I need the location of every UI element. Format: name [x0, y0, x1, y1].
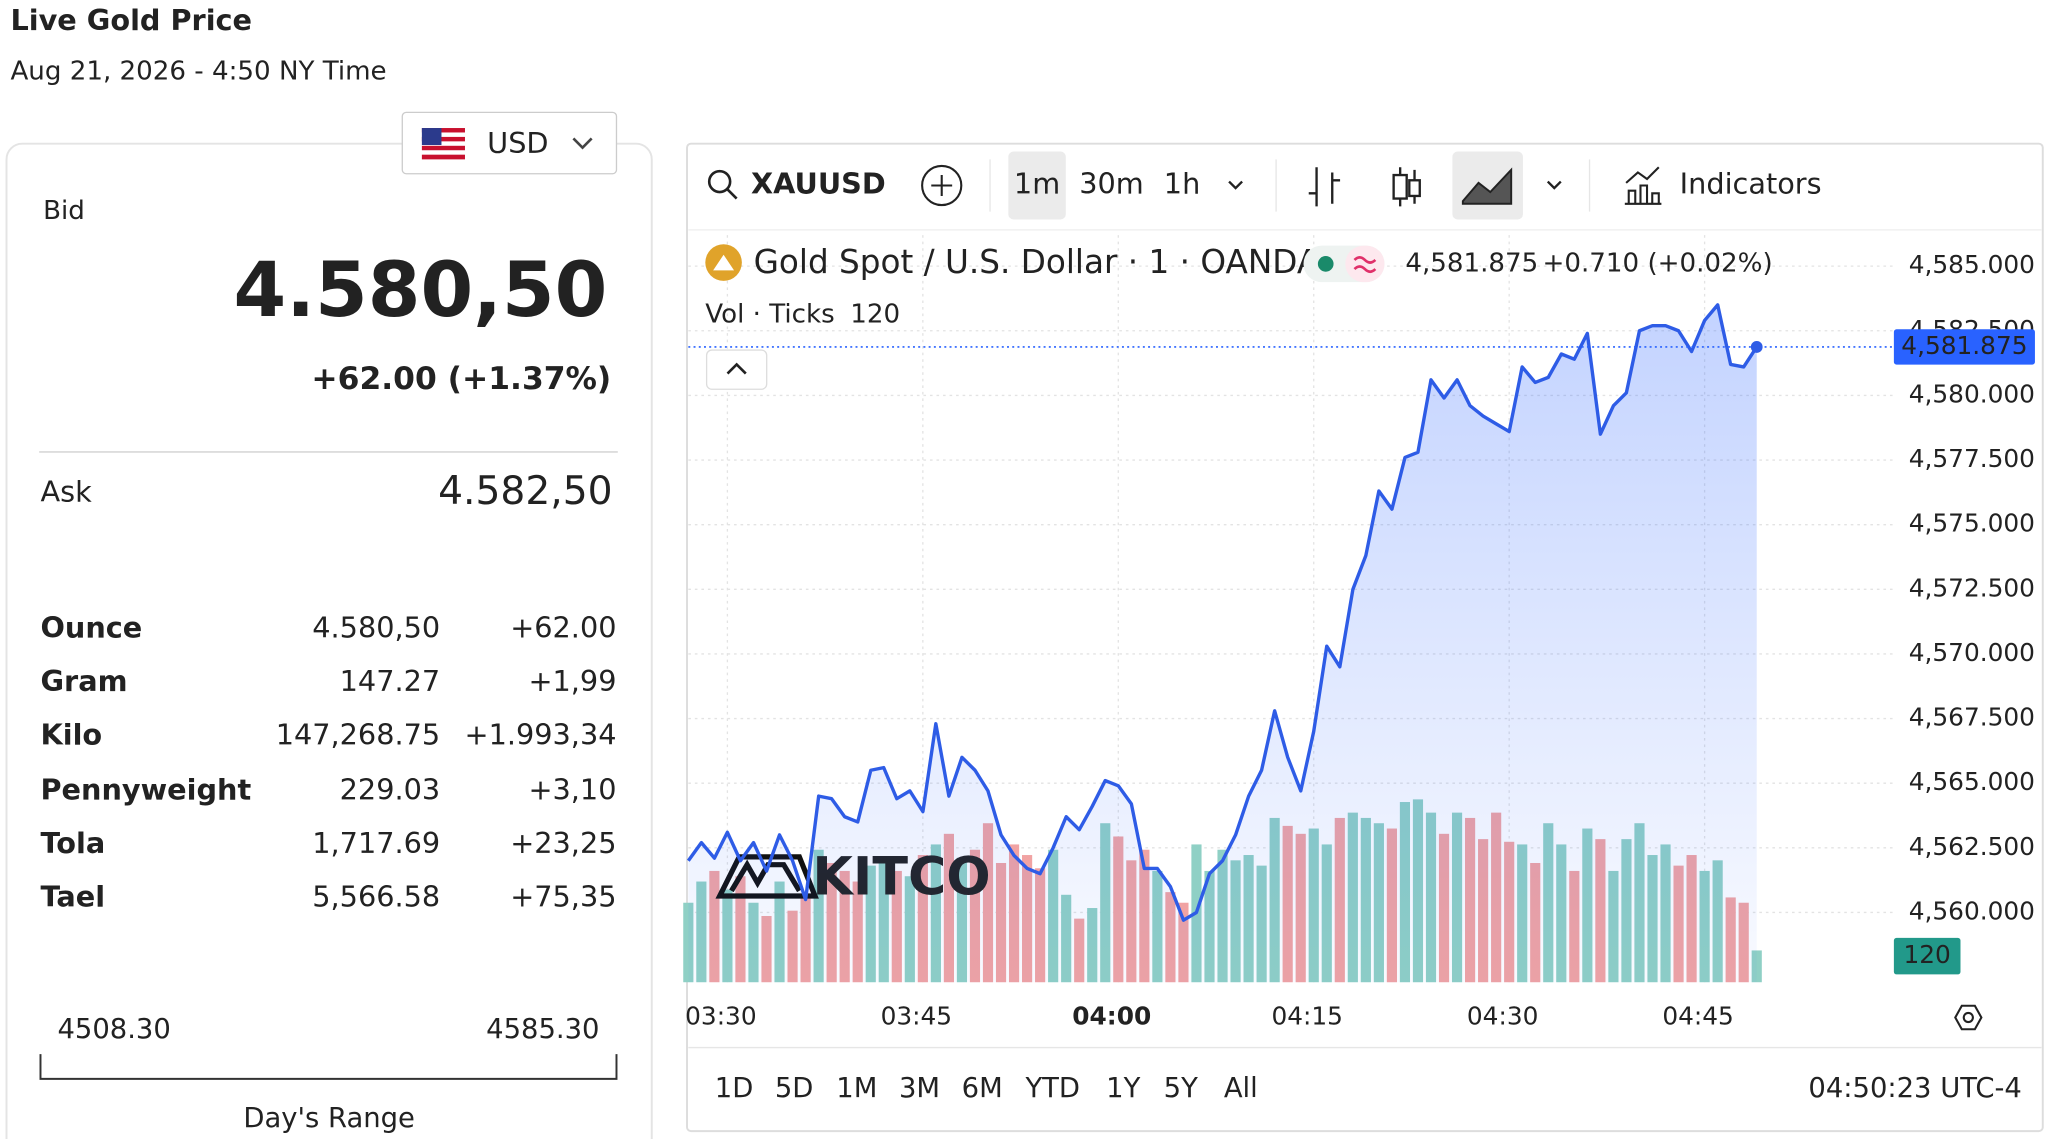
price-area: [688, 304, 1757, 983]
period-button[interactable]: 6M: [962, 1073, 1003, 1104]
interval[interactable]: 1h: [1164, 167, 1200, 201]
period-button[interactable]: 5Y: [1164, 1073, 1198, 1104]
price-badge: [1893, 329, 2035, 365]
period-button[interactable]: YTD: [1024, 1073, 1080, 1104]
unit-name: Pennyweight: [40, 773, 251, 807]
unit-price: 147.27: [340, 664, 441, 698]
interval-active[interactable]: [1008, 151, 1066, 220]
symbol[interactable]: XAUUSD: [751, 167, 886, 201]
ask-label: Ask: [40, 475, 92, 509]
symbol-logo-mark: [713, 254, 735, 271]
add-symbol[interactable]: [921, 164, 963, 207]
unit-name: Ounce: [40, 611, 142, 645]
clock: 04:50:23 UTC-4: [1808, 1073, 2021, 1104]
y-tick-label: 4,565.000: [1909, 767, 2035, 796]
volume-legend-value: 120: [850, 299, 900, 329]
ask-price: 4.582,50: [438, 469, 612, 514]
range-high: 4585.30: [486, 1014, 599, 1045]
y-tick-label: 4,567.500: [1909, 703, 2035, 732]
unit-change: +1,99: [528, 664, 616, 698]
us-flag: [421, 128, 465, 160]
indicators-button[interactable]: Indicators: [1680, 167, 1822, 201]
unit-change: +62.00: [510, 611, 616, 645]
x-tick-label: 03:45: [881, 1002, 952, 1031]
y-tick-label: 4,560.000: [1909, 896, 2035, 925]
unit-change: +75,35: [510, 880, 616, 914]
period-button[interactable]: 3M: [899, 1073, 940, 1104]
candle: [1408, 179, 1421, 198]
y-tick-label: 4,572.500: [1909, 573, 2035, 602]
period-button[interactable]: 5D: [775, 1073, 814, 1104]
x-tick-label: 04:45: [1662, 1002, 1733, 1031]
collapse-button[interactable]: [705, 349, 768, 390]
range-bracket: [39, 1054, 618, 1080]
x-tick-label: 04:15: [1271, 1002, 1342, 1031]
unit-price: 229.03: [340, 773, 441, 807]
y-tick-label: 4,580.000: [1909, 379, 2035, 408]
volume-badge-label: 120: [1904, 940, 1951, 969]
chevron[interactable]: [1228, 180, 1243, 190]
last-point: [1750, 341, 1763, 353]
status-pill: [1345, 245, 1385, 283]
unit-price: 147,268.75: [276, 718, 440, 752]
volume-label: Vol · Ticks: [705, 299, 834, 329]
page-title: Live Gold Price: [10, 3, 252, 37]
range-low: 4508.30: [57, 1014, 170, 1045]
delay-icon: [1353, 256, 1377, 274]
chevron-up: [726, 362, 747, 375]
y-tick-label: 4,577.500: [1909, 444, 2035, 473]
period-button[interactable]: 1D: [715, 1073, 754, 1104]
volume-badge: [1893, 937, 1961, 975]
price-badge-label: 4,581.875: [1901, 331, 2027, 360]
page-subtitle: Aug 21, 2026 - 4:50 NY Time: [10, 56, 386, 86]
period-button[interactable]: 1Y: [1106, 1073, 1140, 1104]
unit-price: 4.580,50: [312, 611, 440, 645]
y-tick-label: 4,575.000: [1909, 509, 2035, 538]
bars-icon[interactable]: [1308, 167, 1341, 207]
unit-name: Kilo: [40, 718, 102, 752]
currency-label: USD: [487, 126, 548, 160]
area-icon: [1461, 167, 1513, 205]
search-icon[interactable]: [707, 169, 738, 200]
settings-icon[interactable]: [1954, 1004, 1983, 1031]
interval[interactable]: 30m: [1079, 167, 1144, 201]
unit-change: +23,25: [510, 826, 616, 860]
market-dot: [1317, 256, 1334, 272]
period-button[interactable]: All: [1224, 1073, 1258, 1104]
x-tick-label: 04:00: [1072, 1002, 1151, 1031]
unit-change: +3,10: [528, 773, 616, 807]
bid-change: +62.00 (+1.37%): [311, 361, 611, 397]
unit-name: Tael: [40, 880, 105, 914]
interval[interactable]: 1m: [1014, 167, 1060, 201]
bid-label: Bid: [43, 196, 85, 226]
chart-title: Gold Spot / U.S. Dollar · 1 · OANDA: [754, 243, 1320, 281]
y-tick-label: 4,562.500: [1909, 832, 2035, 861]
price-card: [5, 142, 653, 1139]
legend-change: +0.710 (+0.02%): [1543, 248, 1773, 278]
unit-name: Tola: [40, 826, 105, 860]
y-tick-label: 4,585.000: [1909, 250, 2035, 279]
unit-price: 1,717.69: [312, 826, 440, 860]
x-tick-label: 03:30: [685, 1002, 756, 1031]
chevron: [572, 137, 593, 150]
unit-price: 5,566.58: [312, 880, 440, 914]
bid-price: 4.580,50: [234, 246, 608, 334]
x-tick-label: 04:30: [1467, 1002, 1538, 1031]
candle: [1392, 173, 1408, 200]
chevron[interactable]: [1546, 180, 1562, 190]
period-button[interactable]: 1M: [836, 1073, 877, 1104]
range-label: Day's Range: [243, 1103, 415, 1134]
chart-type-active[interactable]: [1452, 151, 1523, 220]
unit-change: +1.993,34: [465, 718, 617, 752]
indicators-icon[interactable]: [1624, 166, 1662, 205]
price-line: [686, 303, 1759, 922]
legend-price: 4,581.875: [1405, 248, 1538, 278]
y-tick-label: 4,570.000: [1909, 638, 2035, 667]
unit-name: Gram: [40, 664, 127, 698]
